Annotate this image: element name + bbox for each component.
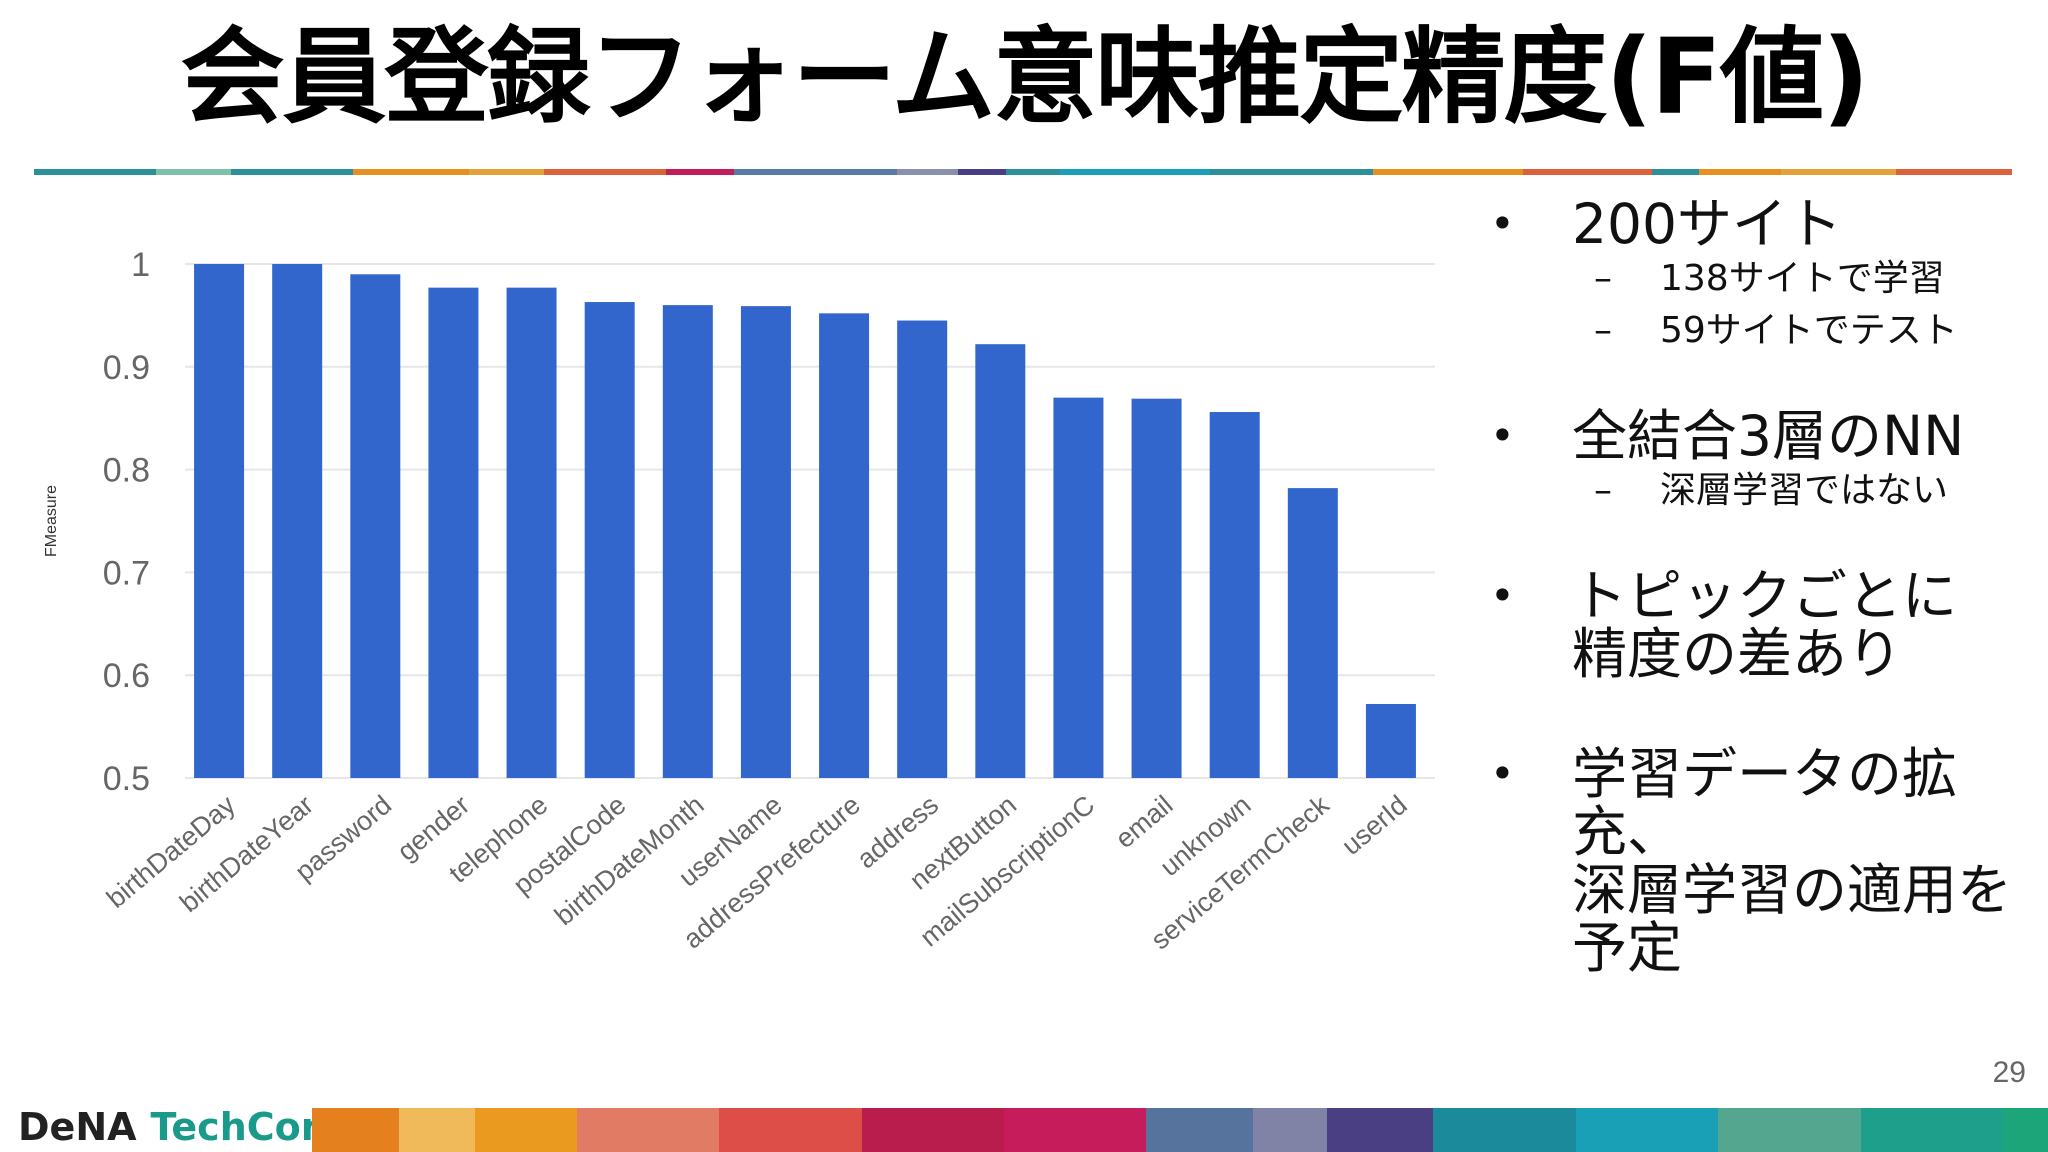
rule-segment	[897, 169, 959, 175]
logo-company: DeNA	[18, 1105, 137, 1149]
rule-segment	[734, 169, 898, 175]
bullet-dot: •	[1490, 749, 1515, 798]
bar	[819, 313, 870, 778]
y-tick-label: 1	[131, 246, 150, 284]
fmeasure-bar-chart: 0.50.60.70.80.91FMeasurebirthDateDaybirt…	[43, 246, 1435, 955]
y-tick-label: 0.5	[103, 760, 150, 798]
rule-segment	[1373, 169, 1523, 175]
bullet-item: • トピックごとに 精度の差あり	[1490, 567, 2030, 683]
sub-bullet-dash: –	[1594, 470, 1612, 511]
rule-segment	[958, 169, 1006, 175]
bar	[1287, 488, 1338, 778]
footer-segment	[1326, 1108, 1434, 1152]
bullet-text: • トピックごとに 精度の差あり	[1490, 567, 2030, 683]
bullet-item: • 学習データの拡充、 深層学習の適用を 予定	[1490, 745, 2030, 977]
bar	[584, 302, 635, 778]
title-divider	[34, 169, 2012, 175]
footer-segment	[719, 1108, 862, 1152]
rule-segment	[1209, 169, 1374, 175]
y-tick-label: 0.6	[103, 657, 150, 695]
bullet-list: • 200サイト –138サイトで学習 –59サイトでテスト • 全結合3層のNN – 深層学…	[1490, 195, 2030, 977]
sub-bullet-text: 深層学習ではない	[1660, 470, 1949, 511]
bar	[897, 320, 948, 778]
bar	[975, 344, 1026, 778]
rule-segment	[666, 169, 735, 175]
bullet-dot: •	[1490, 571, 1515, 620]
bar	[1365, 703, 1416, 778]
rule-segment	[1005, 169, 1061, 175]
x-tick-label: userId	[1336, 790, 1413, 861]
footer-segment	[1003, 1108, 1147, 1152]
sub-bullet-dash: –	[1594, 258, 1612, 299]
bar	[506, 287, 557, 778]
sub-bullet: – 59サイトでテスト	[1490, 305, 2030, 357]
rule-segment	[1060, 169, 1210, 175]
rule-segment	[156, 169, 232, 175]
y-axis-label: FMeasure	[43, 485, 60, 557]
rule-segment	[1522, 169, 1652, 175]
footer-segment	[1433, 1108, 1576, 1152]
footer-segment	[1253, 1108, 1327, 1152]
x-tick-label: birthDateYear	[174, 790, 319, 918]
sub-bullet-text: 138サイトで学習	[1660, 258, 1945, 299]
rule-segment	[469, 169, 544, 175]
rule-segment	[1651, 169, 1700, 175]
bar	[272, 264, 323, 778]
bullet-item: • 全結合3層のNN – 深層学習ではない	[1490, 407, 2030, 517]
rule-segment	[1699, 169, 1781, 175]
footer-segment	[576, 1108, 720, 1152]
y-tick-label: 0.8	[103, 452, 150, 490]
footer-segment	[1860, 1108, 2004, 1152]
logo-event: TechCon	[150, 1105, 328, 1149]
sub-bullet: – 138サイトで学習	[1490, 253, 2030, 305]
rule-segment	[1896, 169, 2012, 175]
rule-segment	[34, 169, 157, 175]
page-number: 29	[1992, 1056, 2026, 1089]
bar	[1053, 397, 1104, 778]
footer-segment	[2003, 1108, 2048, 1152]
sub-bullet: – 深層学習ではない	[1490, 465, 2030, 517]
footer-color-bar	[312, 1108, 2048, 1152]
bullet-text: • 全結合3層のNN	[1490, 407, 2030, 465]
rule-segment	[353, 169, 469, 175]
footer-segment	[312, 1108, 399, 1152]
bullet-text: • 200サイト	[1490, 195, 2030, 253]
bar	[350, 274, 401, 778]
rule-segment	[231, 169, 354, 175]
sub-bullet-dash: –	[1594, 310, 1612, 351]
footer-segment	[398, 1108, 475, 1152]
bar	[194, 264, 245, 778]
footer-segment	[1718, 1108, 1861, 1152]
bullet-dot: •	[1490, 411, 1515, 460]
bullet-line: 学習データの拡充、	[1572, 742, 1958, 864]
bullet-item: • 200サイト –138サイトで学習 –59サイトでテスト	[1490, 195, 2030, 357]
bar	[1131, 398, 1182, 778]
bar	[740, 306, 791, 778]
bullet-text: • 学習データの拡充、 深層学習の適用を 予定	[1490, 745, 2030, 977]
y-tick-label: 0.9	[103, 349, 150, 387]
rule-segment	[1780, 169, 1897, 175]
footer-segment	[1146, 1108, 1254, 1152]
bullet-line: 200サイト	[1572, 192, 1842, 256]
bullet-line: 深層学習の適用を	[1572, 858, 2013, 922]
footer-segment	[861, 1108, 1004, 1152]
bar	[428, 287, 479, 778]
rule-segment	[543, 169, 667, 175]
bar	[662, 305, 713, 778]
bullet-line: 予定	[1572, 916, 1683, 980]
bullet-line: 精度の差あり	[1572, 622, 1903, 686]
footer-logo: DeNA TechCon 2018	[18, 1104, 371, 1150]
slide-title: 会員登録フォーム意味推定精度(F値)	[180, 16, 1870, 138]
x-tick-label: email	[1110, 790, 1179, 854]
bar	[1209, 412, 1260, 778]
bullet-dot: •	[1490, 199, 1515, 248]
bullet-line: 全結合3層のNN	[1572, 404, 1965, 468]
footer-segment	[1575, 1108, 1719, 1152]
bullet-line: トピックごとに	[1572, 564, 1958, 628]
sub-bullet-text: 59サイトでテスト	[1660, 310, 1958, 351]
y-tick-label: 0.7	[103, 554, 150, 592]
footer-segment	[474, 1108, 577, 1152]
